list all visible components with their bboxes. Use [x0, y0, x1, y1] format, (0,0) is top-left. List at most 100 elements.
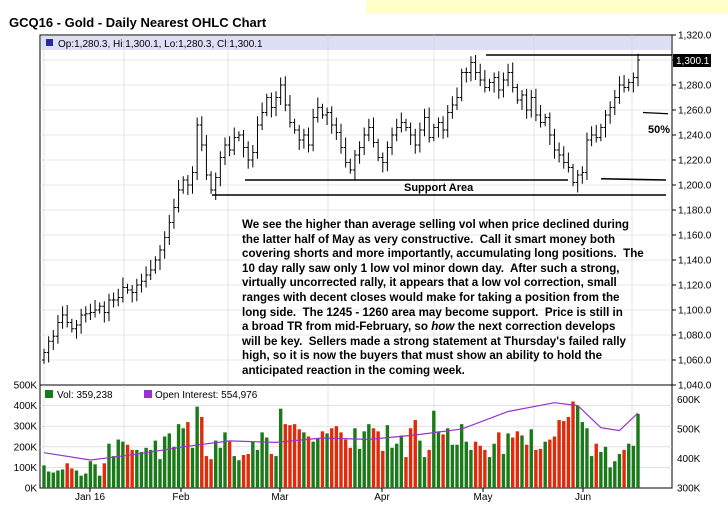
ohlc-bar [227, 136, 232, 157]
up-volume-bar [316, 438, 320, 488]
x-axis-label: Feb [172, 492, 190, 503]
up-volume-bar [543, 441, 547, 488]
ohlc-bar [371, 117, 376, 148]
down-volume-bar [524, 444, 529, 488]
ohlc-bar [468, 56, 473, 82]
ohlc-bar [334, 117, 339, 140]
ohlc-bar [538, 105, 543, 128]
ohlc-bar [311, 108, 316, 152]
up-volume-bar [399, 435, 404, 488]
up-volume-bar [589, 456, 594, 488]
ohlc-bar [83, 306, 88, 323]
commentary-line: long side. The 1245 - 1260 area may beco… [242, 305, 623, 319]
ohlc-bar [329, 106, 334, 134]
up-volume-bar [353, 428, 357, 488]
up-volume-bar [265, 437, 269, 488]
up-volume-bar [278, 408, 283, 488]
down-volume-bar [562, 421, 566, 488]
ohlc-bar [79, 308, 84, 334]
ohlc-bar [236, 131, 241, 142]
chart-title: GCQ16 - Gold - Daily Nearest OHLC Chart [9, 15, 267, 30]
volume-tick-label: 500K [14, 381, 38, 392]
up-volume-bar [599, 451, 603, 488]
commentary-line: the latter half of May as very construct… [242, 232, 616, 246]
down-volume-bar [408, 428, 413, 488]
ohlc-bar [325, 107, 330, 125]
ohlc-bar [343, 137, 348, 168]
down-volume-bar [381, 450, 385, 488]
ohlc-bar [125, 283, 130, 294]
up-volume-bar [311, 441, 315, 488]
ohlc-bar [506, 63, 511, 87]
up-volume-bar [172, 446, 176, 488]
price-tick-label: 1,140.0 [678, 256, 712, 267]
ohlc-bar [292, 118, 297, 134]
ohlc-bar [297, 125, 302, 150]
up-volume-bar [84, 473, 88, 488]
ohlc-bar [144, 266, 149, 288]
last-price-tag [673, 54, 711, 67]
down-volume-bar [371, 428, 376, 488]
down-volume-bar [441, 434, 445, 488]
down-volume-bar [548, 439, 552, 488]
up-volume-bar [56, 470, 60, 488]
up-volume-bar [42, 465, 46, 488]
ohlc-bar [116, 288, 121, 307]
up-volume-bar [603, 446, 608, 488]
ohlc-bar [102, 301, 107, 323]
price-tick-label: 1,200.0 [678, 181, 712, 192]
up-volume-bar [158, 459, 162, 488]
ohlc-bar [622, 75, 627, 93]
ohlc-bar [181, 176, 186, 194]
ohlc-bar [390, 127, 395, 155]
up-volume-bar [575, 405, 580, 488]
price-bars [42, 53, 640, 364]
annotation-lines [212, 54, 672, 196]
down-volume-bar [227, 441, 232, 488]
price-gridlines [40, 35, 672, 385]
oi-legend-label: Open Interest: 554,976 [155, 390, 258, 401]
down-volume-bar [515, 431, 520, 488]
up-volume-bar [418, 440, 422, 488]
commentary-line: We see the higher than average selling v… [242, 218, 629, 231]
ohlc-bar [566, 152, 571, 173]
ohlc-bar [339, 123, 343, 154]
ohlc-bar [422, 108, 427, 137]
down-volume-bar [241, 455, 246, 488]
ohlc-bar [575, 170, 580, 193]
up-volume-bar [51, 472, 55, 488]
up-volume-bar [121, 441, 125, 488]
down-volume-bar [566, 416, 571, 488]
up-volume-bar [585, 428, 589, 488]
down-volume-bar [557, 420, 561, 488]
ohlc-bar [97, 302, 102, 314]
ohlc-bar [190, 166, 195, 194]
volume-tick-label: 400K [14, 401, 38, 412]
ohlc-bar [222, 137, 227, 165]
ohlc-bar [394, 118, 399, 142]
ohlc-bar [417, 122, 422, 153]
down-volume-bar [125, 444, 130, 488]
ohlc-bar [255, 116, 260, 159]
ohlc-bar [636, 53, 640, 87]
volume-tick-label: 100K [14, 463, 38, 474]
ohlc-bar [171, 198, 176, 229]
up-volume-bar [153, 440, 158, 488]
commentary-line: high, so it is now the buyers that must … [242, 349, 603, 363]
down-volume-bar [320, 431, 325, 488]
price-tick-label: 1,080.0 [678, 331, 712, 342]
price-tick-label: 1,120.0 [678, 281, 712, 292]
support-line-right [600, 177, 667, 181]
up-volume-bar [636, 413, 640, 488]
up-volume-bar [107, 443, 111, 488]
up-volume-bar [251, 441, 255, 488]
ohlc-bar [510, 62, 515, 93]
up-volume-bar [492, 443, 496, 488]
ohlc-bar [631, 72, 636, 93]
down-volume-bar [269, 454, 274, 488]
ohlc-bar [204, 135, 209, 180]
down-volume-bar [534, 449, 538, 488]
price-tick-labels: 1,040.0 1,060.0 1,080.0 1,100.0 1,120.0 1,140… [672, 31, 712, 392]
ohlc-bar [352, 150, 357, 180]
ohlc-bar [519, 90, 524, 110]
